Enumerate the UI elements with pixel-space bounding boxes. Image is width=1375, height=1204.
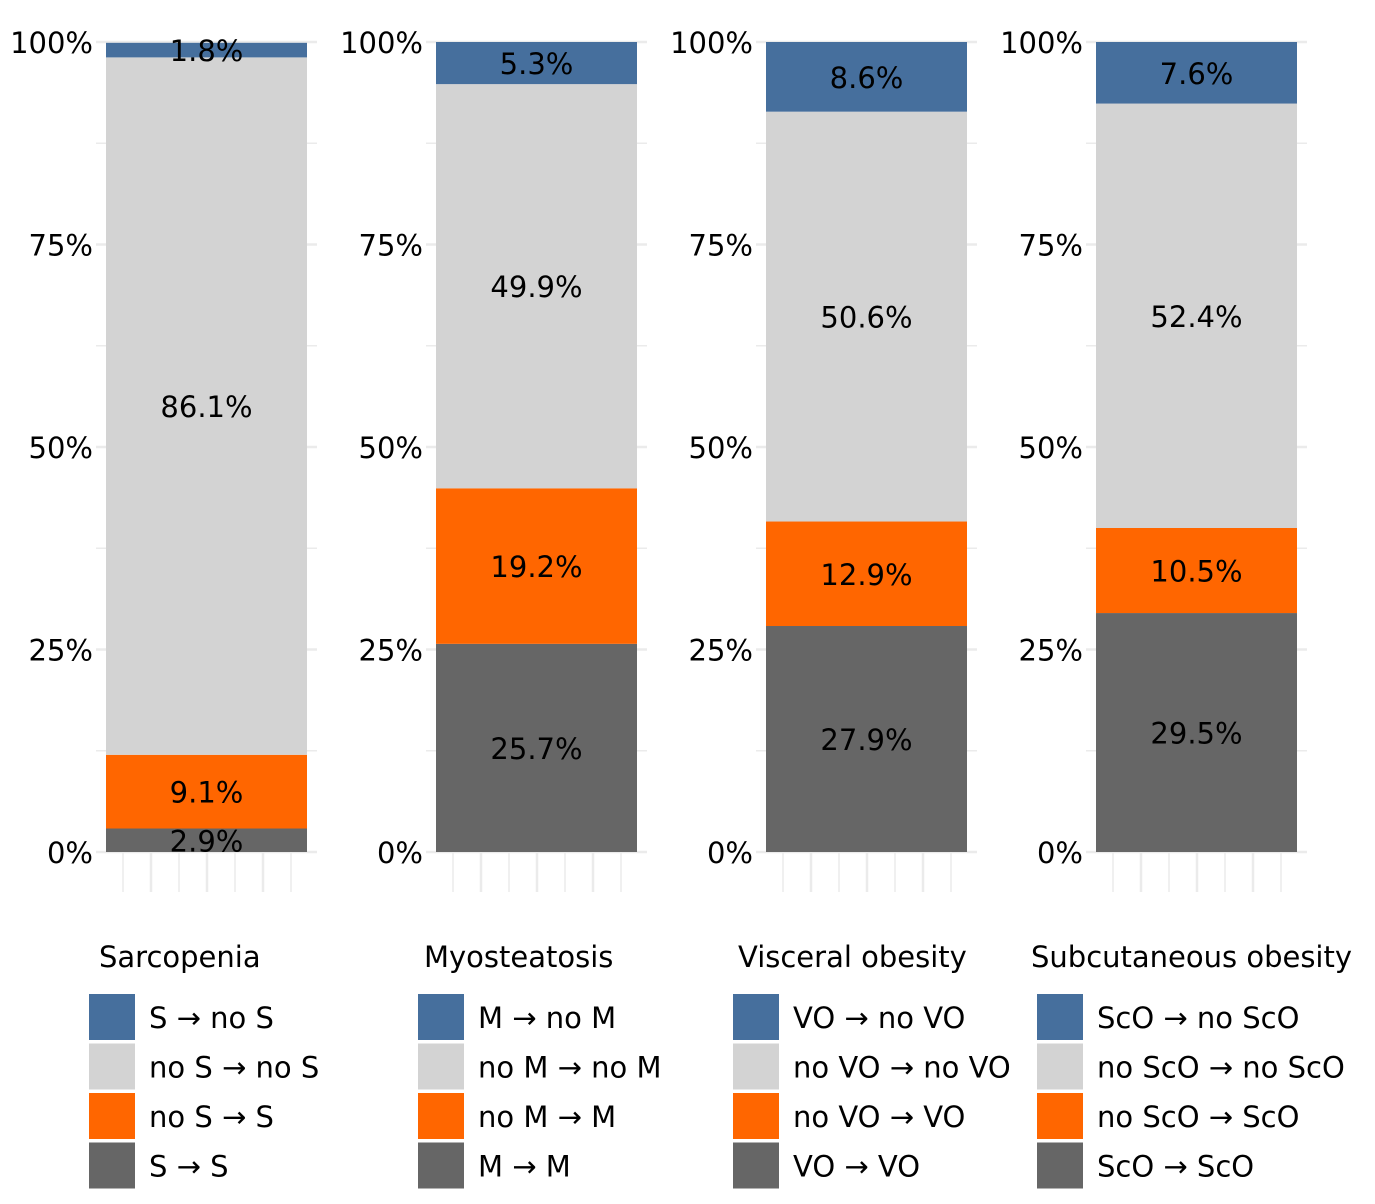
bar-segment xyxy=(436,488,637,644)
bar-segment xyxy=(1096,613,1297,852)
bar-segment xyxy=(766,111,967,522)
y-tick-label: 25% xyxy=(359,634,423,668)
bar-segment xyxy=(436,643,637,852)
legend-swatch xyxy=(733,1093,779,1139)
bar-segment xyxy=(106,42,307,58)
y-tick-label: 25% xyxy=(1019,634,1083,668)
chart-panel-0: 0% 25% 50% 75% 100% 2.9% 9.1% 86.1% 1.8% Sarcopen… xyxy=(10,26,319,1189)
data-label: 2.9% xyxy=(170,824,244,858)
legend-swatch xyxy=(89,994,135,1040)
legend-label: no M → no M xyxy=(478,1051,661,1085)
y-tick-label: 25% xyxy=(29,634,93,668)
legend-label: ScO → no ScO xyxy=(1097,1001,1299,1035)
y-tick-label: 0% xyxy=(707,836,753,870)
legend-label: no M → M xyxy=(478,1100,616,1134)
legend-swatch xyxy=(1037,1142,1083,1189)
legend-swatch xyxy=(733,1043,779,1090)
y-tick-label: 0% xyxy=(377,836,423,870)
bar-segment xyxy=(106,828,307,852)
legend-swatch xyxy=(418,1043,464,1090)
data-label: 12.9% xyxy=(820,558,912,592)
legend-title: Sarcopenia xyxy=(99,940,261,974)
legend-swatch xyxy=(89,1043,135,1090)
bar-segment xyxy=(766,626,967,852)
legend-swatch xyxy=(418,994,464,1040)
y-tick-label: 50% xyxy=(689,431,753,465)
legend-swatch xyxy=(1037,1093,1083,1139)
data-label: 27.9% xyxy=(820,723,912,757)
y-tick-label: 50% xyxy=(359,431,423,465)
data-label: 1.8% xyxy=(170,34,244,68)
data-label: 29.5% xyxy=(1150,717,1242,751)
y-tick-label: 75% xyxy=(29,229,93,263)
legend-label: M → M xyxy=(478,1150,571,1184)
chart-panel-3: 0% 25% 50% 75% 100% 29.5% 10.5% 52.4% 7.6% Subcut… xyxy=(1000,26,1352,1189)
legend-title: Myosteatosis xyxy=(424,940,613,974)
legend-title: Subcutaneous obesity xyxy=(1031,940,1352,974)
y-tick-label: 100% xyxy=(10,26,93,60)
data-label: 52.4% xyxy=(1150,300,1242,334)
y-tick-label: 25% xyxy=(689,634,753,668)
legend-swatch xyxy=(733,1142,779,1189)
legend-swatch xyxy=(733,994,779,1040)
bar-segment xyxy=(436,42,637,85)
data-label: 7.6% xyxy=(1160,57,1234,91)
legend-swatch xyxy=(418,1142,464,1189)
bar-segment xyxy=(766,42,967,112)
data-label: 9.1% xyxy=(170,776,244,810)
legend-title: Visceral obesity xyxy=(738,940,967,974)
y-tick-label: 100% xyxy=(670,26,753,60)
y-tick-label: 75% xyxy=(1019,229,1083,263)
data-label: 49.9% xyxy=(490,270,582,304)
bar-segment xyxy=(106,754,307,829)
chart-panel-1: 0% 25% 50% 75% 100% 25.7% 19.2% 49.9% 5.3% Myoste… xyxy=(340,26,661,1189)
legend-label: no S → no S xyxy=(149,1051,319,1085)
legend-swatch xyxy=(418,1093,464,1139)
legend-swatch xyxy=(89,1093,135,1139)
data-label: 50.6% xyxy=(820,301,912,335)
bar-segment xyxy=(1096,528,1297,614)
legend-swatch xyxy=(1037,994,1083,1040)
legend-label: M → no M xyxy=(478,1001,616,1035)
legend-label: no VO → VO xyxy=(793,1100,965,1134)
bar-segment xyxy=(436,84,637,489)
bar-segment xyxy=(1096,103,1297,528)
legend-label: no VO → no VO xyxy=(793,1051,1011,1085)
chart-panel-2: 0% 25% 50% 75% 100% 27.9% 12.9% 50.6% 8.6% Viscer… xyxy=(670,26,1011,1189)
data-label: 25.7% xyxy=(490,732,582,766)
bar-segment xyxy=(106,57,307,755)
data-label: 19.2% xyxy=(490,550,582,584)
y-tick-label: 0% xyxy=(1037,836,1083,870)
data-label: 5.3% xyxy=(500,47,574,81)
legend-label: S → S xyxy=(149,1150,229,1184)
bar-segment xyxy=(1096,42,1297,104)
legend-label: no S → S xyxy=(149,1100,274,1134)
y-tick-label: 50% xyxy=(1019,431,1083,465)
legend-label: no ScO → no ScO xyxy=(1097,1051,1345,1085)
data-label: 86.1% xyxy=(160,390,252,424)
legend-swatch xyxy=(1037,1043,1083,1090)
legend-swatch xyxy=(89,1142,135,1189)
y-tick-label: 75% xyxy=(689,229,753,263)
legend-label: no ScO → ScO xyxy=(1097,1100,1299,1134)
legend-label: ScO → ScO xyxy=(1097,1150,1254,1184)
data-label: 8.6% xyxy=(830,61,904,95)
data-label: 10.5% xyxy=(1150,555,1242,589)
legend-label: VO → VO xyxy=(793,1150,920,1184)
y-tick-label: 75% xyxy=(359,229,423,263)
y-tick-label: 0% xyxy=(47,836,93,870)
y-tick-label: 100% xyxy=(1000,26,1083,60)
legend-label: VO → no VO xyxy=(793,1001,965,1035)
y-tick-label: 50% xyxy=(29,431,93,465)
legend-label: S → no S xyxy=(149,1001,274,1035)
bar-segment xyxy=(766,521,967,627)
y-tick-label: 100% xyxy=(340,26,423,60)
